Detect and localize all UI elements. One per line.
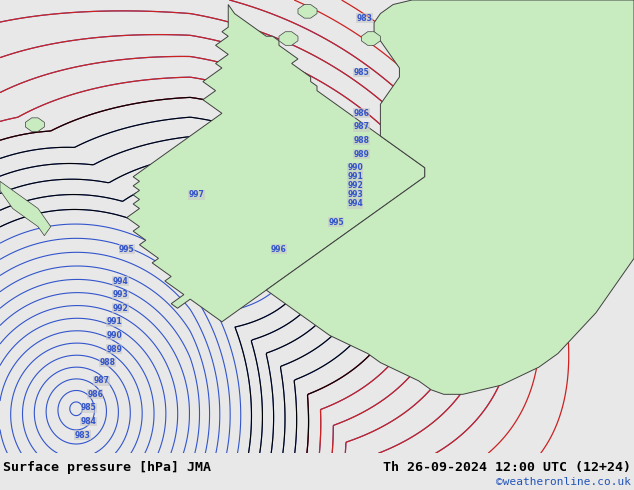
Text: 989: 989	[106, 344, 122, 353]
Text: 988: 988	[100, 358, 116, 367]
Text: 987: 987	[93, 376, 110, 385]
Text: 995: 995	[328, 218, 344, 226]
Text: 987: 987	[353, 122, 370, 131]
Text: 993: 993	[113, 290, 128, 299]
Text: 985: 985	[81, 403, 96, 413]
Text: 986: 986	[87, 390, 103, 399]
Text: 992: 992	[347, 181, 363, 190]
Text: 994: 994	[347, 199, 363, 208]
Text: 984: 984	[81, 417, 97, 426]
Text: 986: 986	[353, 109, 370, 118]
Text: Th 26-09-2024 12:00 UTC (12+24): Th 26-09-2024 12:00 UTC (12+24)	[383, 461, 631, 474]
Polygon shape	[127, 4, 425, 322]
Polygon shape	[361, 32, 380, 46]
Text: 983: 983	[74, 431, 91, 440]
Text: 996: 996	[271, 245, 287, 254]
Text: ©weatheronline.co.uk: ©weatheronline.co.uk	[496, 477, 631, 487]
Polygon shape	[279, 32, 298, 46]
Polygon shape	[266, 0, 634, 394]
Polygon shape	[25, 118, 44, 131]
Text: 997: 997	[188, 191, 205, 199]
Text: 983: 983	[356, 14, 373, 23]
Polygon shape	[0, 181, 51, 236]
Text: 985: 985	[354, 68, 369, 77]
Text: 991: 991	[347, 172, 363, 181]
Text: 988: 988	[353, 136, 370, 145]
Polygon shape	[298, 4, 317, 18]
Text: 989: 989	[353, 149, 370, 159]
Text: 991: 991	[107, 318, 122, 326]
Text: Surface pressure [hPa] JMA: Surface pressure [hPa] JMA	[3, 461, 211, 474]
Text: 994: 994	[113, 276, 128, 286]
Text: 992: 992	[113, 304, 128, 313]
Text: 990: 990	[107, 331, 122, 340]
Text: 990: 990	[347, 163, 363, 172]
Text: 995: 995	[119, 245, 134, 254]
Text: 993: 993	[347, 191, 363, 199]
